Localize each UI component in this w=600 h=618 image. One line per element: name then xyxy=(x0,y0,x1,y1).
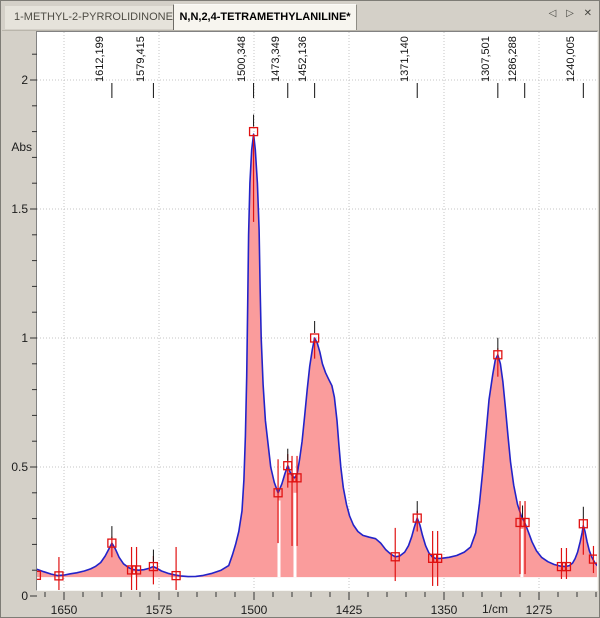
prev-tab-icon[interactable]: ◁ xyxy=(548,8,557,19)
x-tick-label: 1350 xyxy=(431,603,458,617)
y-tick-label: 1.5 xyxy=(11,202,28,216)
peak-label: 1286,288 xyxy=(507,36,519,82)
peak-label: 1579,415 xyxy=(135,36,147,82)
x-tick-label: 1650 xyxy=(51,603,78,617)
y-tick-label: 0 xyxy=(21,589,28,603)
peak-label: 1500,348 xyxy=(236,36,248,82)
peak-label: 1612,199 xyxy=(94,36,106,82)
peak-label: 1371,140 xyxy=(399,36,411,82)
tab-nn24-tetramethylaniline[interactable]: N,N,2,4-TETRAMETHYLANILINE* xyxy=(173,4,357,30)
x-tick-label: 1575 xyxy=(146,603,173,617)
peak-label: 1452,136 xyxy=(297,36,309,82)
x-tick-label: 1275 xyxy=(526,603,553,617)
y-axis-unit-label: Abs xyxy=(11,140,32,154)
spectrum-plot-area[interactable] xyxy=(36,31,598,591)
tab-bar: 1-METHYL-2-PYRROLIDINONE N,N,2,4-TETRAME… xyxy=(2,2,598,31)
x-axis-unit-label: 1/cm xyxy=(481,602,508,616)
tab-1-methyl-2-pyrrolidinone[interactable]: 1-METHYL-2-PYRROLIDINONE xyxy=(5,6,180,29)
next-tab-icon[interactable]: ▷ xyxy=(566,8,574,19)
peak-label: 1473,349 xyxy=(270,36,282,82)
peak-label: 1307,501 xyxy=(480,36,492,82)
tab-label: 1-METHYL-2-PYRROLIDINONE xyxy=(14,11,173,23)
x-tick-label: 1500 xyxy=(241,603,268,617)
close-tab-icon[interactable]: ✕ xyxy=(583,8,592,19)
y-tick-label: 2 xyxy=(21,73,28,87)
tab-nav-controls: ◁ ▷ ✕ xyxy=(542,8,592,19)
peak-label: 1240,005 xyxy=(565,36,577,82)
tab-label: N,N,2,4-TETRAMETHYLANILINE* xyxy=(179,11,351,23)
y-tick-label: 0.5 xyxy=(11,460,28,474)
x-tick-label: 1425 xyxy=(336,603,363,617)
y-tick-label: 1 xyxy=(21,331,28,345)
